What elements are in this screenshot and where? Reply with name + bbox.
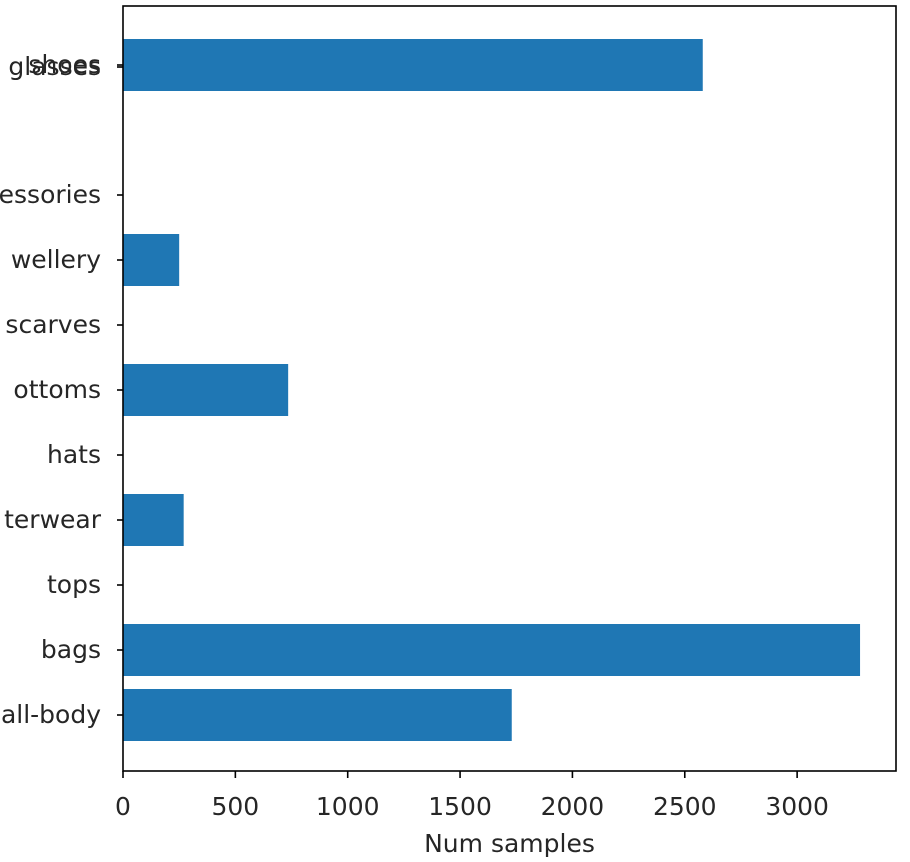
y-tick-label: ottoms xyxy=(13,375,101,404)
y-tick-label: tops xyxy=(47,570,101,599)
bar-jewellery xyxy=(123,234,180,286)
bar-all-body xyxy=(123,689,512,741)
y-tick-label: glasses xyxy=(8,52,101,81)
x-axis-ticks: 0 500 1000 1500 2000 2500 3000 xyxy=(115,771,829,821)
x-tick-label: 1000 xyxy=(316,792,380,821)
y-tick-label: all-body xyxy=(1,700,101,729)
y-tick-label: shoes xyxy=(28,50,101,79)
x-tick-label: 1500 xyxy=(428,792,492,821)
x-tick-label: 2500 xyxy=(653,792,717,821)
x-tick-label: 3000 xyxy=(765,792,829,821)
y-tick-label: wellery xyxy=(11,245,101,274)
bars-group xyxy=(123,39,861,741)
bar-bottoms xyxy=(123,364,289,416)
y-tick-label: scarves xyxy=(5,310,101,339)
bar-shoes xyxy=(123,39,703,91)
y-tick-label: essories xyxy=(0,180,101,209)
y-tick-label: terwear xyxy=(4,505,102,534)
x-axis-label: Num samples xyxy=(424,829,595,858)
bar-bags xyxy=(123,624,861,676)
plot-frame xyxy=(122,5,897,772)
y-tick-label: bags xyxy=(41,635,101,664)
x-tick-label: 2000 xyxy=(541,792,605,821)
x-tick-label: 500 xyxy=(211,792,259,821)
x-tick-label: 0 xyxy=(115,792,131,821)
bar-outerwear xyxy=(123,494,184,546)
y-tick-label: hats xyxy=(47,440,101,469)
